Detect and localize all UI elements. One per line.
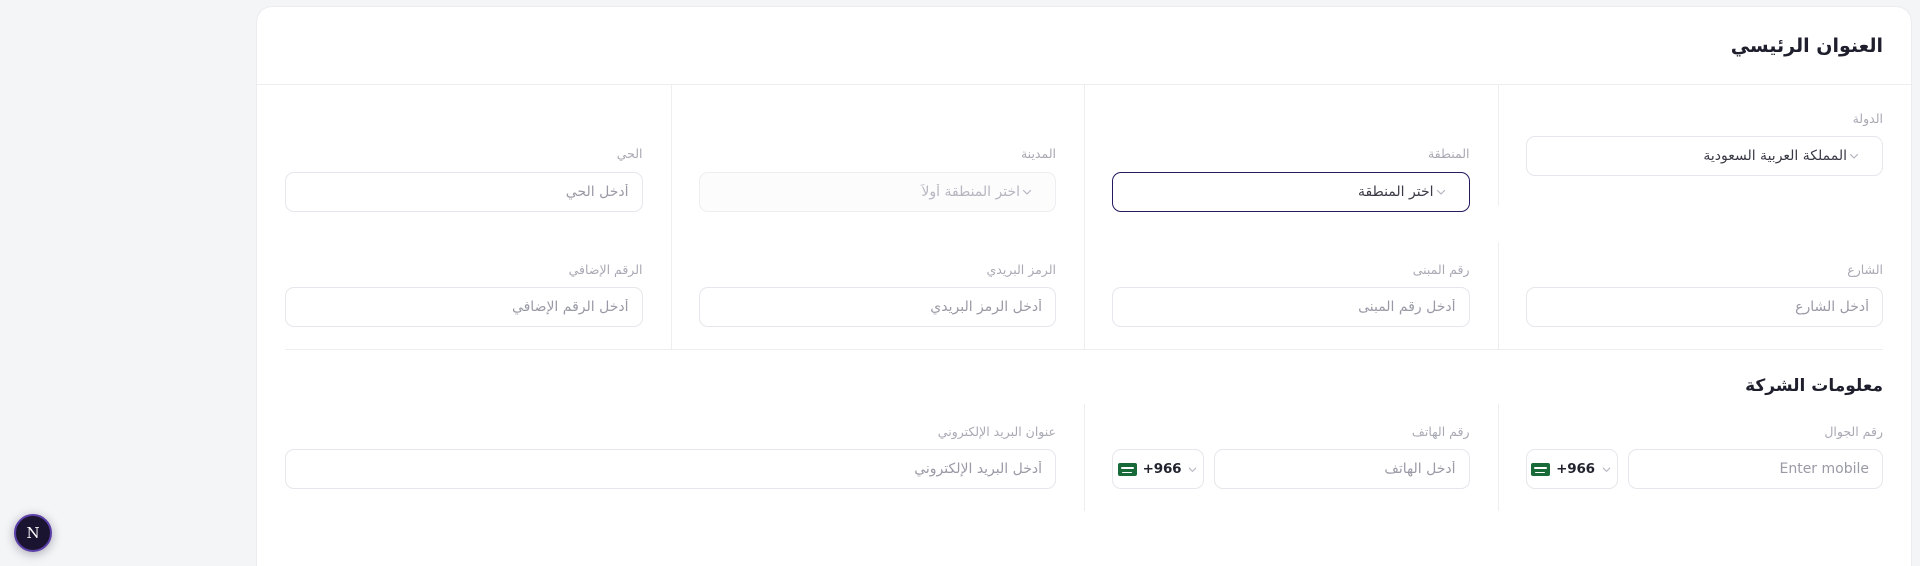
- address-card: العنوان الرئيسي الدولة المملكة العربية ا…: [256, 6, 1912, 566]
- postal-code-placeholder: أدخل الرمز البريدي: [930, 298, 1042, 315]
- chevron-down-icon: [1020, 185, 1034, 199]
- district-input-placeholder: أدخل الحي: [565, 183, 629, 200]
- country-select[interactable]: المملكة العربية السعودية: [1525, 136, 1883, 177]
- additional-number-placeholder: أدخل الرقم الإضافي: [511, 298, 629, 315]
- street-input[interactable]: أدخل الشارع: [1525, 286, 1883, 327]
- phone-input-placeholder: أدخل الهاتف: [1384, 461, 1456, 477]
- field-building-number: رقم المبنى أدخل رقم المبنى: [1084, 241, 1498, 350]
- city-label: المدينة: [1020, 146, 1056, 162]
- page-title: العنوان الرئيسي: [1730, 34, 1883, 57]
- country-column: الدولة المملكة العربية السعودية: [1497, 85, 1912, 207]
- mobile-composite: Enter mobile +966: [1525, 449, 1883, 489]
- mobile-input[interactable]: Enter mobile: [1627, 449, 1883, 489]
- email-input[interactable]: أدخل البريد الإلكتروني: [285, 449, 1056, 489]
- phone-country-code: +966: [1142, 461, 1182, 477]
- section-divider: [285, 348, 1883, 350]
- phone-country-code-select[interactable]: +966: [1112, 449, 1204, 489]
- address-row-2: الشارع أدخل الشارع رقم المبنى أدخل رقم ا…: [257, 241, 1912, 350]
- street-label: الشارع: [1847, 261, 1883, 277]
- country-label: الدولة: [1852, 111, 1883, 126]
- mobile-country-code-select[interactable]: +966: [1525, 449, 1618, 489]
- mobile-country-code: +966: [1556, 461, 1595, 477]
- field-region: المنطقة اختر المنطقة: [1084, 120, 1498, 242]
- additional-number-label: الرقم الإضافي: [568, 261, 643, 277]
- country-grid: الدولة المملكة العربية السعودية: [257, 85, 1912, 207]
- sa-flag-icon: [1531, 462, 1551, 476]
- field-email: عنوان البريد الإلكتروني أدخل البريد الإل…: [257, 404, 1084, 511]
- region-label: المنطقة: [1427, 146, 1470, 162]
- floating-brand-badge[interactable]: N: [14, 514, 52, 552]
- postal-code-label: الرمز البريدي: [986, 261, 1056, 277]
- email-label: عنوان البريد الإلكتروني: [937, 423, 1056, 439]
- building-number-placeholder: أدخل رقم المبنى: [1358, 298, 1456, 315]
- field-district: الحي أدخل الحي: [257, 120, 671, 241]
- email-input-placeholder: أدخل البريد الإلكتروني: [914, 461, 1042, 477]
- additional-number-input[interactable]: أدخل الرقم الإضافي: [285, 286, 643, 327]
- phone-input[interactable]: أدخل الهاتف: [1214, 449, 1470, 489]
- chevron-down-icon: [1187, 463, 1198, 475]
- sa-flag-icon: [1117, 462, 1137, 476]
- building-number-input[interactable]: أدخل رقم المبنى: [1112, 286, 1470, 327]
- mobile-input-placeholder: Enter mobile: [1779, 461, 1869, 477]
- address-row-1: المنطقة اختر المنطقة المدينة: [257, 120, 1911, 242]
- region-select-value: اختر المنطقة: [1358, 183, 1434, 200]
- company-section-header: معلومات الشركة: [257, 350, 1911, 396]
- floating-brand-badge-label: N: [26, 524, 40, 542]
- chevron-down-icon: [1847, 149, 1861, 163]
- company-section-title: معلومات الشركة: [1745, 375, 1883, 396]
- region-select[interactable]: اختر المنطقة: [1112, 171, 1470, 212]
- field-additional-number: الرقم الإضافي أدخل الرقم الإضافي: [257, 242, 671, 349]
- field-city: المدينة اختر المنطقة أولاً: [670, 120, 1085, 242]
- mobile-label: رقم الجوال: [1824, 423, 1883, 439]
- chevron-down-icon: [1601, 463, 1612, 475]
- card-header: العنوان الرئيسي: [257, 7, 1911, 85]
- district-input[interactable]: أدخل الحي: [285, 171, 643, 212]
- chevron-down-icon: [1434, 185, 1448, 199]
- postal-code-input[interactable]: أدخل الرمز البريدي: [698, 286, 1056, 327]
- field-postal-code: الرمز البريدي أدخل الرمز البريدي: [670, 241, 1085, 350]
- company-row: رقم الجوال Enter mobile +966: [257, 396, 1912, 512]
- city-select-value: اختر المنطقة أولاً: [921, 183, 1020, 200]
- field-street: الشارع أدخل الشارع: [1497, 241, 1912, 350]
- building-number-label: رقم المبنى: [1412, 261, 1470, 277]
- city-select[interactable]: اختر المنطقة أولاً: [698, 171, 1056, 212]
- field-mobile: رقم الجوال Enter mobile +966: [1497, 403, 1912, 512]
- district-label: الحي: [616, 146, 643, 162]
- street-input-placeholder: أدخل الشارع: [1795, 298, 1869, 315]
- field-phone: رقم الهاتف أدخل الهاتف +966: [1084, 403, 1498, 512]
- phone-composite: أدخل الهاتف +966: [1112, 449, 1470, 489]
- phone-label: رقم الهاتف: [1411, 423, 1470, 439]
